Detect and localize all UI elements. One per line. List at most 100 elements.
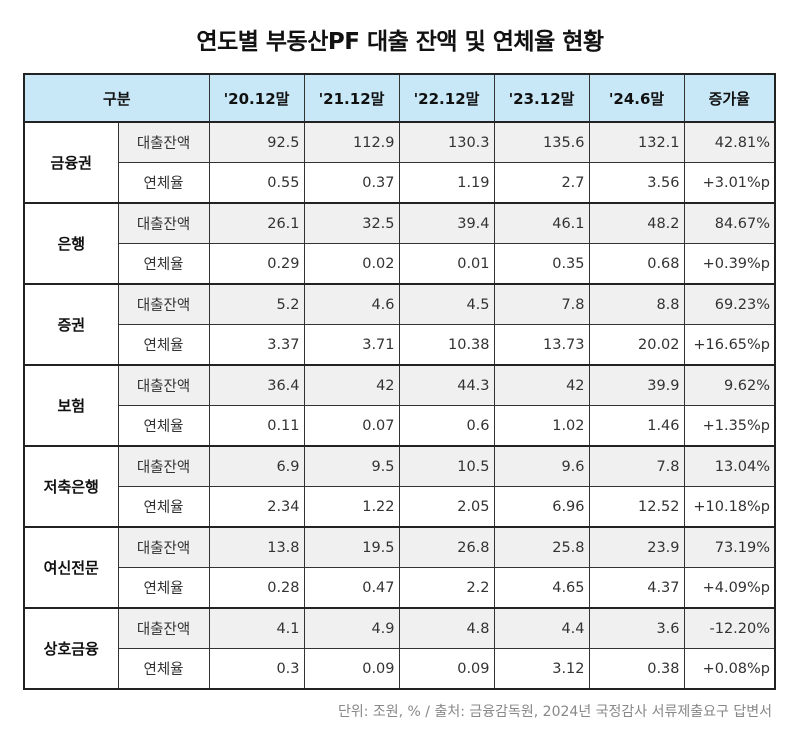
metric-delinquency-rate: 연체율 xyxy=(117,648,210,690)
value-cell: 2.2 xyxy=(398,567,495,609)
growth-cell: +1.35%p xyxy=(683,405,776,447)
group-label: 보험 xyxy=(23,364,119,447)
metric-delinquency-rate: 연체율 xyxy=(117,162,210,204)
value-cell: 5.2 xyxy=(208,283,305,325)
table-row: 보험 대출잔액 36.4 42 44.3 42 39.9 9.62% xyxy=(23,364,776,447)
metric-loan-balance: 대출잔액 xyxy=(117,283,210,325)
header-2020-12: '20.12말 xyxy=(208,73,305,123)
value-cell: 4.6 xyxy=(303,283,400,325)
value-cell: 4.1 xyxy=(208,607,305,649)
value-cell: 6.96 xyxy=(493,486,590,528)
value-cell: 0.02 xyxy=(303,243,400,285)
table-row: 연체율 3.37 3.71 10.38 13.73 20.02 +16.65%p xyxy=(24,324,776,366)
growth-cell: +4.09%p xyxy=(683,567,776,609)
group-label: 금융권 xyxy=(23,121,119,204)
header-row: 구분 '20.12말 '21.12말 '22.12말 '23.12말 '24.6… xyxy=(23,73,776,123)
value-cell: 44.3 xyxy=(398,364,495,406)
table-row: 연체율 2.34 1.22 2.05 6.96 12.52 +10.18%p xyxy=(24,486,776,528)
value-cell: 25.8 xyxy=(493,526,590,568)
value-cell: 3.71 xyxy=(303,324,400,366)
value-cell: 7.8 xyxy=(493,283,590,325)
metric-loan-balance: 대출잔액 xyxy=(117,607,210,649)
growth-cell: -12.20% xyxy=(683,607,776,649)
value-cell: 0.35 xyxy=(493,243,590,285)
metric-delinquency-rate: 연체율 xyxy=(117,567,210,609)
value-cell: 132.1 xyxy=(588,121,685,163)
value-cell: 10.38 xyxy=(398,324,495,366)
value-cell: 0.29 xyxy=(208,243,305,285)
table-row: 연체율 0.55 0.37 1.19 2.7 3.56 +3.01%p xyxy=(24,162,776,204)
group-label: 은행 xyxy=(23,202,119,285)
growth-cell: 69.23% xyxy=(683,283,776,325)
group-label: 저축은행 xyxy=(23,445,119,528)
value-cell: 0.47 xyxy=(303,567,400,609)
value-cell: 23.9 xyxy=(588,526,685,568)
value-cell: 4.37 xyxy=(588,567,685,609)
value-cell: 1.19 xyxy=(398,162,495,204)
value-cell: 42 xyxy=(303,364,400,406)
value-cell: 6.9 xyxy=(208,445,305,487)
value-cell: 20.02 xyxy=(588,324,685,366)
table-row: 연체율 0.3 0.09 0.09 3.12 0.38 +0.08%p xyxy=(24,648,776,690)
group-label: 증권 xyxy=(23,283,119,366)
page-title: 연도별 부동산PF 대출 잔액 및 연체율 현황 xyxy=(196,29,604,55)
growth-cell: 73.19% xyxy=(683,526,776,568)
group-label: 여신전문 xyxy=(23,526,119,609)
metric-delinquency-rate: 연체율 xyxy=(117,486,210,528)
source-footnote: 단위: 조원, % / 출처: 금융감독원, 2024년 국정감사 서류제출요구… xyxy=(337,704,772,720)
value-cell: 12.52 xyxy=(588,486,685,528)
value-cell: 19.5 xyxy=(303,526,400,568)
value-cell: 0.55 xyxy=(208,162,305,204)
value-cell: 32.5 xyxy=(303,202,400,244)
growth-cell: +10.18%p xyxy=(683,486,776,528)
header-category: 구분 xyxy=(23,73,210,123)
table-row: 연체율 0.11 0.07 0.6 1.02 1.46 +1.35%p xyxy=(24,405,776,447)
header-2021-12: '21.12말 xyxy=(303,73,400,123)
value-cell: 42 xyxy=(493,364,590,406)
value-cell: 0.01 xyxy=(398,243,495,285)
value-cell: 4.65 xyxy=(493,567,590,609)
value-cell: 130.3 xyxy=(398,121,495,163)
value-cell: 9.6 xyxy=(493,445,590,487)
value-cell: 0.6 xyxy=(398,405,495,447)
table-row: 금융권 대출잔액 92.5 112.9 130.3 135.6 132.1 42.81% xyxy=(23,121,776,204)
table-row: 증권 대출잔액 5.2 4.6 4.5 7.8 8.8 69.23% xyxy=(23,283,776,366)
growth-cell: 9.62% xyxy=(683,364,776,406)
metric-delinquency-rate: 연체율 xyxy=(117,405,210,447)
value-cell: 4.5 xyxy=(398,283,495,325)
table-row: 은행 대출잔액 26.1 32.5 39.4 46.1 48.2 84.67% xyxy=(23,202,776,285)
growth-cell: +3.01%p xyxy=(683,162,776,204)
growth-cell: 13.04% xyxy=(683,445,776,487)
table-row: 연체율 0.29 0.02 0.01 0.35 0.68 +0.39%p xyxy=(24,243,776,285)
value-cell: 26.1 xyxy=(208,202,305,244)
value-cell: 1.02 xyxy=(493,405,590,447)
growth-cell: +0.39%p xyxy=(683,243,776,285)
value-cell: 0.28 xyxy=(208,567,305,609)
value-cell: 10.5 xyxy=(398,445,495,487)
header-growth: 증가율 xyxy=(683,73,776,123)
value-cell: 4.9 xyxy=(303,607,400,649)
value-cell: 2.05 xyxy=(398,486,495,528)
metric-delinquency-rate: 연체율 xyxy=(117,243,210,285)
value-cell: 0.37 xyxy=(303,162,400,204)
growth-cell: +0.08%p xyxy=(683,648,776,690)
metric-loan-balance: 대출잔액 xyxy=(117,526,210,568)
value-cell: 0.07 xyxy=(303,405,400,447)
header-2024-6: '24.6말 xyxy=(588,73,685,123)
group-label: 상호금융 xyxy=(23,607,119,690)
value-cell: 0.38 xyxy=(588,648,685,690)
value-cell: 26.8 xyxy=(398,526,495,568)
value-cell: 13.73 xyxy=(493,324,590,366)
header-2022-12: '22.12말 xyxy=(398,73,495,123)
value-cell: 36.4 xyxy=(208,364,305,406)
value-cell: 3.6 xyxy=(588,607,685,649)
value-cell: 0.68 xyxy=(588,243,685,285)
value-cell: 39.4 xyxy=(398,202,495,244)
metric-loan-balance: 대출잔액 xyxy=(117,202,210,244)
value-cell: 39.9 xyxy=(588,364,685,406)
value-cell: 1.22 xyxy=(303,486,400,528)
value-cell: 2.34 xyxy=(208,486,305,528)
value-cell: 0.3 xyxy=(208,648,305,690)
value-cell: 0.09 xyxy=(398,648,495,690)
value-cell: 112.9 xyxy=(303,121,400,163)
